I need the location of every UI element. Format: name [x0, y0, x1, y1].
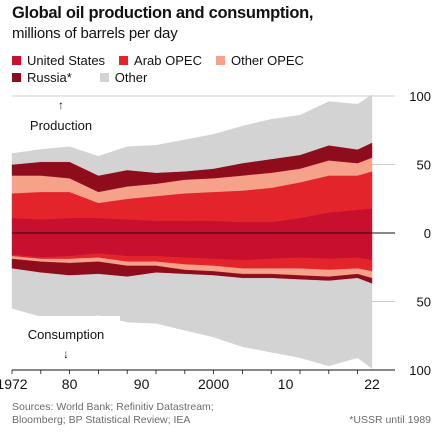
x-tick-label-1980: 80: [62, 376, 78, 392]
annotations: ↑ Production Consumption ↓: [14, 97, 120, 366]
consumption-label: Consumption: [28, 327, 105, 342]
legend-swatch-other-opec: [215, 56, 225, 65]
legend-item-united-states: United States: [12, 53, 105, 68]
legend-row-1: United States Arab OPEC Other OPEC: [12, 53, 318, 68]
production-label: Production: [30, 118, 92, 133]
x-tick-label-1990: 90: [134, 376, 150, 392]
axes: 1972 80 90 2000 10 22 100 50 0 50 100: [0, 89, 431, 392]
source-line-1: Sources: World Bank; Refinitiv Datastrea…: [12, 401, 214, 413]
x-tick-label-2010: 10: [278, 376, 294, 392]
y-tick-label-neg100: 100: [409, 363, 431, 378]
legend-swatch-russia: [12, 73, 21, 82]
legend-swatch-united-states: [12, 56, 21, 65]
consumption-label-box: [14, 316, 120, 366]
production-area-other: [11, 94, 373, 176]
y-tick-label-neg50: 50: [417, 295, 431, 310]
legend-item-russia: Russia*: [12, 70, 72, 85]
source-note: Sources: World Bank; Refinitiv Datastrea…: [12, 401, 214, 427]
consumption-arrow-icon: ↓: [63, 347, 69, 361]
footnote: *USSR until 1989: [349, 414, 431, 426]
legend-label-other: Other: [114, 70, 148, 85]
legend-label-united-states: United States: [27, 53, 106, 68]
legend-label-other-opec: Other OPEC: [230, 53, 304, 68]
legend-row-2: Russia* Other: [12, 70, 161, 85]
legend-label-russia: Russia*: [27, 70, 72, 85]
legend-swatch-other: [99, 73, 109, 82]
production-arrow-icon: ↑: [58, 98, 64, 112]
x-tick-label-1972: 1972: [0, 376, 28, 392]
production-label-box: [22, 97, 104, 143]
legend-swatch-arab-opec: [119, 56, 129, 65]
legend-label-arab-opec: Arab OPEC: [134, 53, 202, 68]
x-tick-label-2000: 2000: [198, 376, 229, 392]
legend-item-other-opec: Other OPEC: [215, 53, 304, 68]
consumption-area-other: [11, 268, 373, 370]
chart-subtitle: millions of barrels per day: [12, 25, 178, 42]
stacked-areas: [11, 94, 373, 370]
y-tick-label-100: 100: [409, 89, 431, 104]
y-tick-label-50: 50: [417, 158, 431, 173]
x-tick-label-2022: 22: [364, 376, 380, 392]
legend-item-arab-opec: Arab OPEC: [119, 53, 202, 68]
source-line-2: Bloomberg; BP Statistical Review; IEA: [12, 414, 191, 426]
y-tick-label-0: 0: [424, 226, 431, 241]
chart-title: Global oil production and consumption,: [12, 4, 314, 22]
legend-item-other: Other: [99, 70, 148, 85]
